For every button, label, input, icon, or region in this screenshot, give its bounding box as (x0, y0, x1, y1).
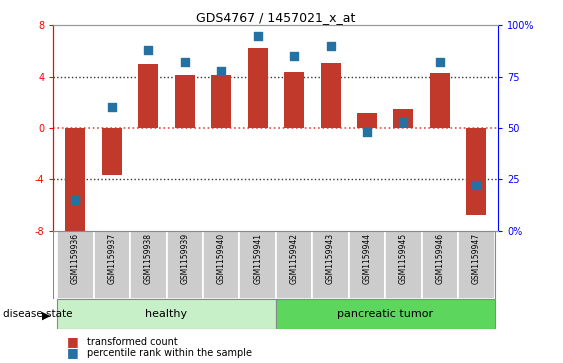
Bar (65, 128, 86, 232)
Point (363, 129, 372, 135)
Point (472, 183, 481, 188)
Bar (248, 49, 267, 128)
Text: GSM1159936: GSM1159936 (71, 233, 80, 284)
Bar (284, 72, 304, 128)
Bar (466, 128, 486, 215)
Point (253, 33, 262, 38)
Bar (430, 73, 450, 128)
Bar (175, 76, 195, 128)
Text: GSM1159947: GSM1159947 (472, 233, 481, 284)
Text: GSM1159942: GSM1159942 (289, 233, 298, 284)
Bar (138, 64, 158, 128)
Bar (57, 231, 93, 299)
Bar (422, 231, 458, 299)
Bar (57, 299, 276, 329)
Bar (394, 109, 413, 128)
Text: GSM1159946: GSM1159946 (435, 233, 444, 284)
Bar (312, 231, 349, 299)
Bar (239, 231, 276, 299)
Point (144, 47, 153, 53)
Text: ■: ■ (68, 346, 79, 359)
Bar (276, 299, 495, 329)
Text: percentile rank within the sample: percentile rank within the sample (87, 348, 252, 358)
Text: ▶: ▶ (42, 310, 51, 321)
Point (399, 119, 408, 125)
Text: ■: ■ (68, 335, 79, 348)
Bar (357, 113, 377, 128)
Bar (458, 231, 495, 299)
Text: GSM1159941: GSM1159941 (253, 233, 262, 284)
Text: healthy: healthy (145, 309, 187, 319)
Bar (320, 62, 341, 128)
Point (108, 105, 117, 110)
Text: GSM1159943: GSM1159943 (326, 233, 335, 284)
Bar (102, 128, 122, 175)
Bar (167, 231, 203, 299)
Point (289, 53, 298, 59)
Bar (130, 231, 167, 299)
Text: pancreatic tumor: pancreatic tumor (337, 309, 434, 319)
Text: transformed count: transformed count (87, 337, 178, 347)
Text: GSM1159945: GSM1159945 (399, 233, 408, 284)
Text: GSM1159940: GSM1159940 (217, 233, 226, 284)
Bar (276, 231, 312, 299)
Bar (349, 231, 385, 299)
Point (435, 60, 444, 65)
Bar (211, 76, 231, 128)
Text: GSM1159944: GSM1159944 (363, 233, 372, 284)
Text: GSM1159937: GSM1159937 (108, 233, 117, 284)
Text: GSM1159938: GSM1159938 (144, 233, 153, 284)
Point (71, 197, 80, 203)
Text: GSM1159939: GSM1159939 (180, 233, 189, 284)
Point (217, 68, 226, 73)
Text: disease state: disease state (3, 309, 72, 319)
Point (180, 60, 189, 65)
Point (326, 43, 335, 49)
Bar (93, 231, 130, 299)
Bar (203, 231, 239, 299)
Bar (385, 231, 422, 299)
Title: GDS4767 / 1457021_x_at: GDS4767 / 1457021_x_at (196, 11, 356, 24)
